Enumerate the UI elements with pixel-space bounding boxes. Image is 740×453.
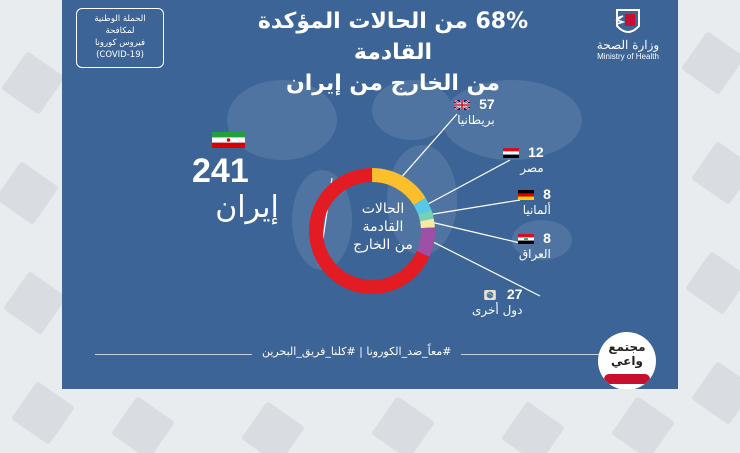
leader-line (433, 241, 541, 297)
label-iraq: 8 العراق (514, 228, 551, 261)
iran-value: 241 (192, 152, 249, 190)
campaign-line: الحملة الوطنية (94, 14, 146, 24)
ministry-emblem-icon (615, 9, 640, 33)
slice-others (416, 227, 435, 257)
center-line-3: من الخارج (353, 237, 413, 253)
uk-value: 57 (479, 96, 495, 112)
others-value: 27 (506, 286, 523, 302)
ministry-english: Ministry of Health (597, 52, 659, 61)
germany-name: ألمانيا (522, 203, 551, 217)
badge-stripe (604, 374, 650, 384)
iran-label: إيران (215, 190, 279, 225)
iraq-flag-icon (518, 233, 534, 244)
slice-egypt (413, 197, 432, 215)
label-others: 27 دول أخرى (472, 284, 522, 317)
ministry-arabic: وزارة الصحة (596, 38, 660, 52)
egypt-value: 12 (528, 144, 544, 160)
campaign-logo: الحملة الوطنية لمكافحة فيروس كورونا (COV… (76, 8, 164, 68)
donut-chart (309, 113, 541, 297)
leader-line (434, 222, 521, 244)
iraq-name: العراق (518, 247, 551, 261)
infographic-card: الحملة الوطنية لمكافحة فيروس كورونا (COV… (62, 0, 678, 389)
leader-line (432, 199, 521, 215)
page-title: 68% من الحالات المؤكدة القادمة من الخارج… (228, 6, 558, 99)
donut-center-label: الحالات القادمة من الخارج (328, 200, 438, 254)
egypt-name: مصر (520, 161, 544, 175)
label-uk: 57 بريطانيا (450, 94, 495, 127)
leader-line (428, 159, 511, 205)
slice-iran (309, 168, 430, 294)
slice-germany (418, 209, 434, 222)
campaign-line: لمكافحة (105, 26, 135, 36)
label-egypt: 12 مصر (499, 142, 544, 175)
campaign-line: فيروس كورونا (94, 38, 146, 48)
egypt-flag-icon (503, 147, 519, 158)
germany-flag-icon (518, 189, 534, 200)
iraq-value: 8 (543, 230, 551, 246)
globe-icon (483, 289, 496, 300)
germany-value: 8 (543, 186, 551, 202)
footer-hashtags: #معاً_ضد_الكورونا | #كلنا_فريق_البحرين (252, 345, 462, 358)
center-line-1: الحالات (361, 201, 405, 217)
community-badge: مجتمع واعي (598, 332, 656, 389)
center-line-2: القادمة (362, 219, 404, 235)
others-name: دول أخرى (472, 303, 523, 317)
uk-flag-icon (454, 99, 470, 110)
title-line-1: 68% من الحالات المؤكدة القادمة (257, 9, 529, 65)
slice-iraq (419, 218, 435, 229)
badge-line-1: مجتمع (608, 340, 646, 354)
title-line-2: من الخارج من إيران (285, 71, 501, 96)
slice-uk (371, 168, 426, 206)
uk-name: بريطانيا (457, 113, 495, 127)
campaign-line: (COVID-19) (96, 50, 144, 60)
leader-line (402, 113, 458, 177)
label-germany: 8 ألمانيا (514, 184, 551, 217)
badge-line-2: واعي (611, 354, 643, 368)
iran-flag-icon (212, 132, 245, 148)
ministry-logo: وزارة الصحة Ministry of Health (588, 8, 668, 78)
